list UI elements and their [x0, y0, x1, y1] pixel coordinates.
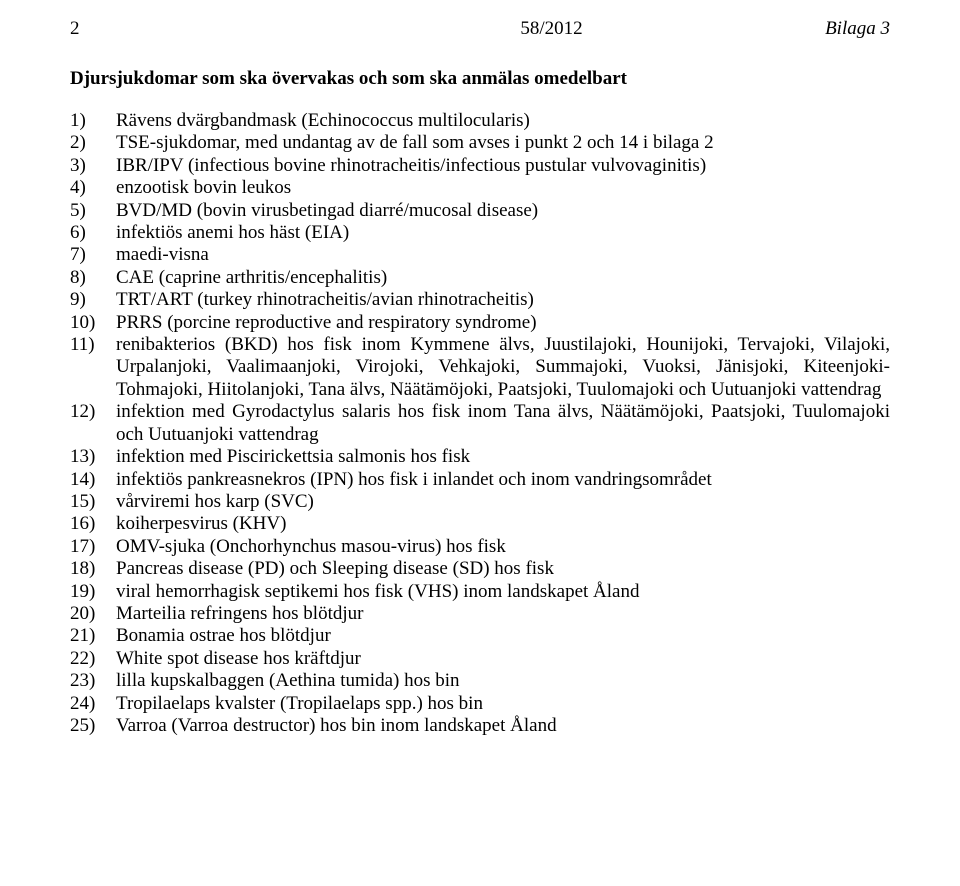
list-item-text: maedi-visna	[116, 244, 890, 266]
list-item-number: 5)	[70, 200, 116, 222]
list-item: 22)White spot disease hos kräftdjur	[70, 648, 890, 670]
list-item-text: BVD/MD (bovin virusbetingad diarré/mucos…	[116, 200, 890, 222]
list-item-number: 18)	[70, 558, 116, 580]
list-item-number: 21)	[70, 625, 116, 647]
list-item-text: infektiös pankreasnekros (IPN) hos fisk …	[116, 469, 890, 491]
list-item-number: 11)	[70, 334, 116, 401]
disease-list: 1)Rävens dvärgbandmask (Echinococcus mul…	[70, 110, 890, 737]
list-item-text: OMV-sjuka (Onchorhynchus masou-virus) ho…	[116, 536, 890, 558]
list-item-number: 12)	[70, 401, 116, 446]
list-item-text: infektion med Piscirickettsia salmonis h…	[116, 446, 890, 468]
list-item: 13)infektion med Piscirickettsia salmoni…	[70, 446, 890, 468]
list-item-text: IBR/IPV (infectious bovine rhinotracheit…	[116, 155, 890, 177]
list-item-text: vårviremi hos karp (SVC)	[116, 491, 890, 513]
list-item: 3)IBR/IPV (infectious bovine rhinotrache…	[70, 155, 890, 177]
list-item: 1)Rävens dvärgbandmask (Echinococcus mul…	[70, 110, 890, 132]
list-item-text: Tropilaelaps kvalster (Tropilaelaps spp.…	[116, 693, 890, 715]
list-item: 5)BVD/MD (bovin virusbetingad diarré/muc…	[70, 200, 890, 222]
document-title: Djursjukdomar som ska övervakas och som …	[70, 68, 890, 90]
list-item: 25)Varroa (Varroa destructor) hos bin in…	[70, 715, 890, 737]
list-item: 24)Tropilaelaps kvalster (Tropilaelaps s…	[70, 693, 890, 715]
list-item-number: 16)	[70, 513, 116, 535]
list-item-number: 1)	[70, 110, 116, 132]
list-item-text: koiherpesvirus (KHV)	[116, 513, 890, 535]
list-item: 11)renibakterios (BKD) hos fisk inom Kym…	[70, 334, 890, 401]
list-item-number: 22)	[70, 648, 116, 670]
list-item: 21)Bonamia ostrae hos blötdjur	[70, 625, 890, 647]
list-item: 23)lilla kupskalbaggen (Aethina tumida) …	[70, 670, 890, 692]
list-item-text: CAE (caprine arthritis/encephalitis)	[116, 267, 890, 289]
list-item-number: 14)	[70, 469, 116, 491]
list-item: 18)Pancreas disease (PD) och Sleeping di…	[70, 558, 890, 580]
list-item-text: Marteilia refringens hos blötdjur	[116, 603, 890, 625]
list-item: 10)PRRS (porcine reproductive and respir…	[70, 312, 890, 334]
list-item: 9)TRT/ART (turkey rhinotracheitis/avian …	[70, 289, 890, 311]
list-item-number: 8)	[70, 267, 116, 289]
list-item-text: viral hemorrhagisk septikemi hos fisk (V…	[116, 581, 890, 603]
list-item: 4)enzootisk bovin leukos	[70, 177, 890, 199]
list-item-number: 20)	[70, 603, 116, 625]
list-item-number: 7)	[70, 244, 116, 266]
list-item-text: infektion med Gyrodactylus salaris hos f…	[116, 401, 890, 446]
list-item-text: lilla kupskalbaggen (Aethina tumida) hos…	[116, 670, 890, 692]
list-item-text: Pancreas disease (PD) och Sleeping disea…	[116, 558, 890, 580]
list-item-text: Rävens dvärgbandmask (Echinococcus multi…	[116, 110, 890, 132]
list-item: 12) infektion med Gyrodactylus salaris h…	[70, 401, 890, 446]
list-item-text: infektiös anemi hos häst (EIA)	[116, 222, 890, 244]
list-item-number: 4)	[70, 177, 116, 199]
list-item-text: Varroa (Varroa destructor) hos bin inom …	[116, 715, 890, 737]
list-item: 20)Marteilia refringens hos blötdjur	[70, 603, 890, 625]
list-item-number: 23)	[70, 670, 116, 692]
list-item: 7)maedi-visna	[70, 244, 890, 266]
annex-label: Bilaga 3	[825, 18, 890, 40]
list-item-text: TRT/ART (turkey rhinotracheitis/avian rh…	[116, 289, 890, 311]
list-item-number: 19)	[70, 581, 116, 603]
list-item: 6)infektiös anemi hos häst (EIA)	[70, 222, 890, 244]
list-item-number: 9)	[70, 289, 116, 311]
list-item: 17)OMV-sjuka (Onchorhynchus masou-virus)…	[70, 536, 890, 558]
list-item: 16)koiherpesvirus (KHV)	[70, 513, 890, 535]
list-item-text: TSE-sjukdomar, med undantag av de fall s…	[116, 132, 890, 154]
list-item: 8)CAE (caprine arthritis/encephalitis)	[70, 267, 890, 289]
list-item-number: 2)	[70, 132, 116, 154]
list-item-number: 24)	[70, 693, 116, 715]
list-item: 2)TSE-sjukdomar, med undantag av de fall…	[70, 132, 890, 154]
list-item: 19)viral hemorrhagisk septikemi hos fisk…	[70, 581, 890, 603]
list-item-number: 25)	[70, 715, 116, 737]
page-header: 2 58/2012 Bilaga 3	[70, 18, 890, 40]
list-item-number: 6)	[70, 222, 116, 244]
page-number: 2	[70, 18, 130, 40]
list-item-text: White spot disease hos kräftdjur	[116, 648, 890, 670]
list-item-text: enzootisk bovin leukos	[116, 177, 890, 199]
document-reference: 58/2012	[520, 18, 582, 40]
list-item-number: 3)	[70, 155, 116, 177]
list-item-text: Bonamia ostrae hos blötdjur	[116, 625, 890, 647]
list-item-number: 13)	[70, 446, 116, 468]
list-item: 15)vårviremi hos karp (SVC)	[70, 491, 890, 513]
document-page: 2 58/2012 Bilaga 3 Djursjukdomar som ska…	[0, 0, 960, 757]
list-item-number: 15)	[70, 491, 116, 513]
list-item-text: PRRS (porcine reproductive and respirato…	[116, 312, 890, 334]
list-item-number: 17)	[70, 536, 116, 558]
list-item-number: 10)	[70, 312, 116, 334]
list-item: 14)infektiös pankreasnekros (IPN) hos fi…	[70, 469, 890, 491]
list-item-text: renibakterios (BKD) hos fisk inom Kymmen…	[116, 334, 890, 401]
